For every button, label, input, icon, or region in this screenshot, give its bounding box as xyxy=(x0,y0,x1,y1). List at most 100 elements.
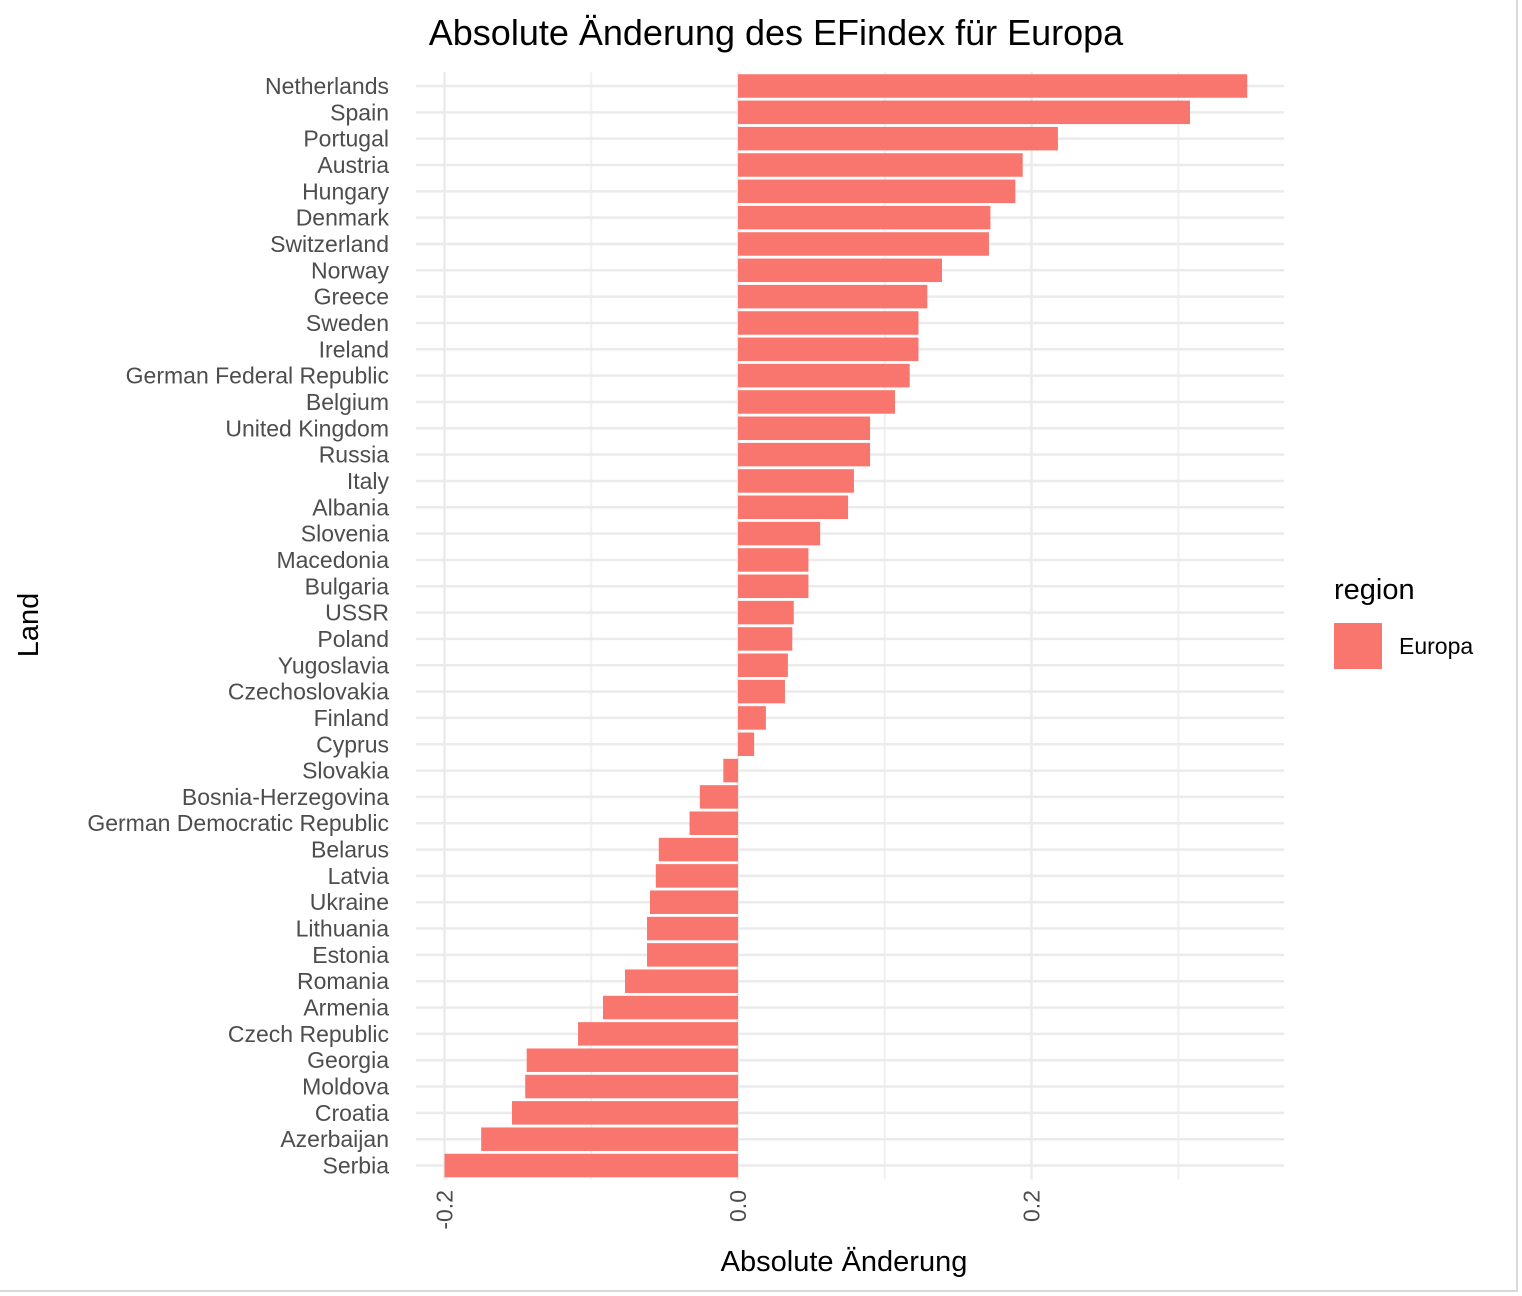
bar-serbia xyxy=(444,1153,738,1178)
bar-albania xyxy=(738,495,849,520)
y-tick-label: Croatia xyxy=(315,1100,389,1126)
bar-norway xyxy=(738,258,942,283)
bar-czechoslovakia xyxy=(738,679,785,704)
y-tick-label: Czech Republic xyxy=(228,1021,389,1047)
y-tick-label: Russia xyxy=(319,442,390,468)
bar-poland xyxy=(738,627,793,651)
x-axis-labels: -0.2 0.0 0.2 xyxy=(432,1190,1045,1230)
y-tick-label: Cyprus xyxy=(316,731,389,757)
y-tick-label: Slovakia xyxy=(302,758,389,784)
bar-bulgaria xyxy=(738,574,809,599)
bar-ussr xyxy=(738,600,794,625)
minor-gridlines xyxy=(590,72,1180,1180)
y-tick-label: Bosnia-Herzegovina xyxy=(182,784,389,810)
y-tick-label: Serbia xyxy=(323,1153,390,1179)
y-tick-label: Estonia xyxy=(312,942,389,968)
x-tick-label: -0.2 xyxy=(432,1190,458,1230)
y-tick-label: Netherlands xyxy=(265,73,389,99)
y-tick-label: Hungary xyxy=(302,178,389,204)
y-tick-label: USSR xyxy=(325,600,389,626)
bar-romania xyxy=(625,969,738,993)
legend-key xyxy=(1334,623,1382,669)
y-tick-label: Ukraine xyxy=(310,889,389,915)
bar-belarus xyxy=(658,837,738,862)
y-tick-label: Austria xyxy=(317,152,389,178)
y-tick-label: Albania xyxy=(312,494,389,520)
bar-azerbaijan xyxy=(481,1127,738,1151)
bar-armenia xyxy=(602,995,738,1020)
bar-slovakia xyxy=(723,758,738,783)
bar-czech-republic xyxy=(578,1022,738,1046)
y-tick-label: Romania xyxy=(297,968,389,994)
y-tick-label: Finland xyxy=(314,705,389,731)
y-tick-label: Czechoslovakia xyxy=(228,679,389,705)
y-tick-label: German Democratic Republic xyxy=(87,810,389,836)
y-tick-label: Moldova xyxy=(302,1074,389,1100)
y-tick-label: Armenia xyxy=(303,995,389,1021)
bars xyxy=(444,74,1248,1178)
y-tick-label: United Kingdom xyxy=(225,415,389,441)
bar-portugal xyxy=(738,126,1058,151)
major-gridlines xyxy=(416,72,1284,1180)
y-tick-label: Slovenia xyxy=(301,521,389,547)
bar-denmark xyxy=(738,205,991,230)
bar-yugoslavia xyxy=(738,653,788,678)
y-tick-label: Spain xyxy=(330,99,389,125)
y-tick-label: Sweden xyxy=(306,310,389,336)
x-axis-title: Absolute Änderung xyxy=(721,1246,968,1278)
y-tick-label: Yugoslavia xyxy=(278,652,389,678)
y-tick-label: Greece xyxy=(314,284,389,310)
x-tick-label: 0.0 xyxy=(725,1190,751,1222)
chart-title: Absolute Änderung des EFindex für Europa xyxy=(428,12,1124,53)
bar-ireland xyxy=(738,337,919,362)
bar-german-federal-republic xyxy=(738,363,910,388)
y-tick-label: Azerbaijan xyxy=(280,1126,389,1152)
bar-greece xyxy=(738,284,928,309)
y-tick-label: Georgia xyxy=(307,1047,389,1073)
bar-netherlands xyxy=(738,74,1248,98)
bar-cyprus xyxy=(738,732,755,756)
bar-russia xyxy=(738,442,871,467)
bar-latvia xyxy=(655,864,738,888)
y-tick-label: Belarus xyxy=(311,837,389,863)
legend: region Europa xyxy=(1334,574,1473,669)
y-tick-label: Bulgaria xyxy=(305,573,390,599)
y-axis-title: Land xyxy=(13,593,45,658)
bar-estonia xyxy=(647,943,738,967)
bar-belgium xyxy=(738,390,896,414)
y-tick-label: Italy xyxy=(347,468,390,494)
bar-croatia xyxy=(512,1101,738,1125)
bar-hungary xyxy=(738,179,1016,204)
y-tick-label: Portugal xyxy=(303,126,389,152)
y-tick-label: Latvia xyxy=(328,863,390,889)
bar-moldova xyxy=(525,1074,738,1099)
y-tick-label: Macedonia xyxy=(276,547,389,573)
bar-united-kingdom xyxy=(738,416,871,441)
y-tick-label: German Federal Republic xyxy=(126,363,389,389)
bar-austria xyxy=(738,153,1023,177)
bar-georgia xyxy=(526,1048,738,1072)
bar-finland xyxy=(738,706,766,730)
bar-lithuania xyxy=(647,916,738,941)
y-tick-label: Poland xyxy=(317,626,389,652)
y-tick-label: Switzerland xyxy=(270,231,389,257)
bar-macedonia xyxy=(738,548,809,572)
bar-sweden xyxy=(738,311,919,335)
y-tick-label: Lithuania xyxy=(296,916,390,942)
legend-title: region xyxy=(1334,574,1415,606)
legend-item: Europa xyxy=(1334,623,1473,669)
legend-label: Europa xyxy=(1399,632,1474,659)
y-tick-label: Belgium xyxy=(306,389,389,415)
bar-spain xyxy=(738,100,1190,125)
x-tick-label: 0.2 xyxy=(1019,1190,1045,1222)
y-tick-label: Denmark xyxy=(296,205,390,231)
y-axis-labels: NetherlandsSpainPortugalAustriaHungaryDe… xyxy=(87,73,389,1179)
bar-switzerland xyxy=(738,232,989,256)
bar-slovenia xyxy=(738,521,821,546)
bar-ukraine xyxy=(649,890,738,914)
y-tick-label: Norway xyxy=(311,257,389,283)
bar-bosnia-herzegovina xyxy=(699,785,738,809)
bar-german-democratic-republic xyxy=(689,811,738,835)
y-tick-label: Ireland xyxy=(319,336,389,362)
